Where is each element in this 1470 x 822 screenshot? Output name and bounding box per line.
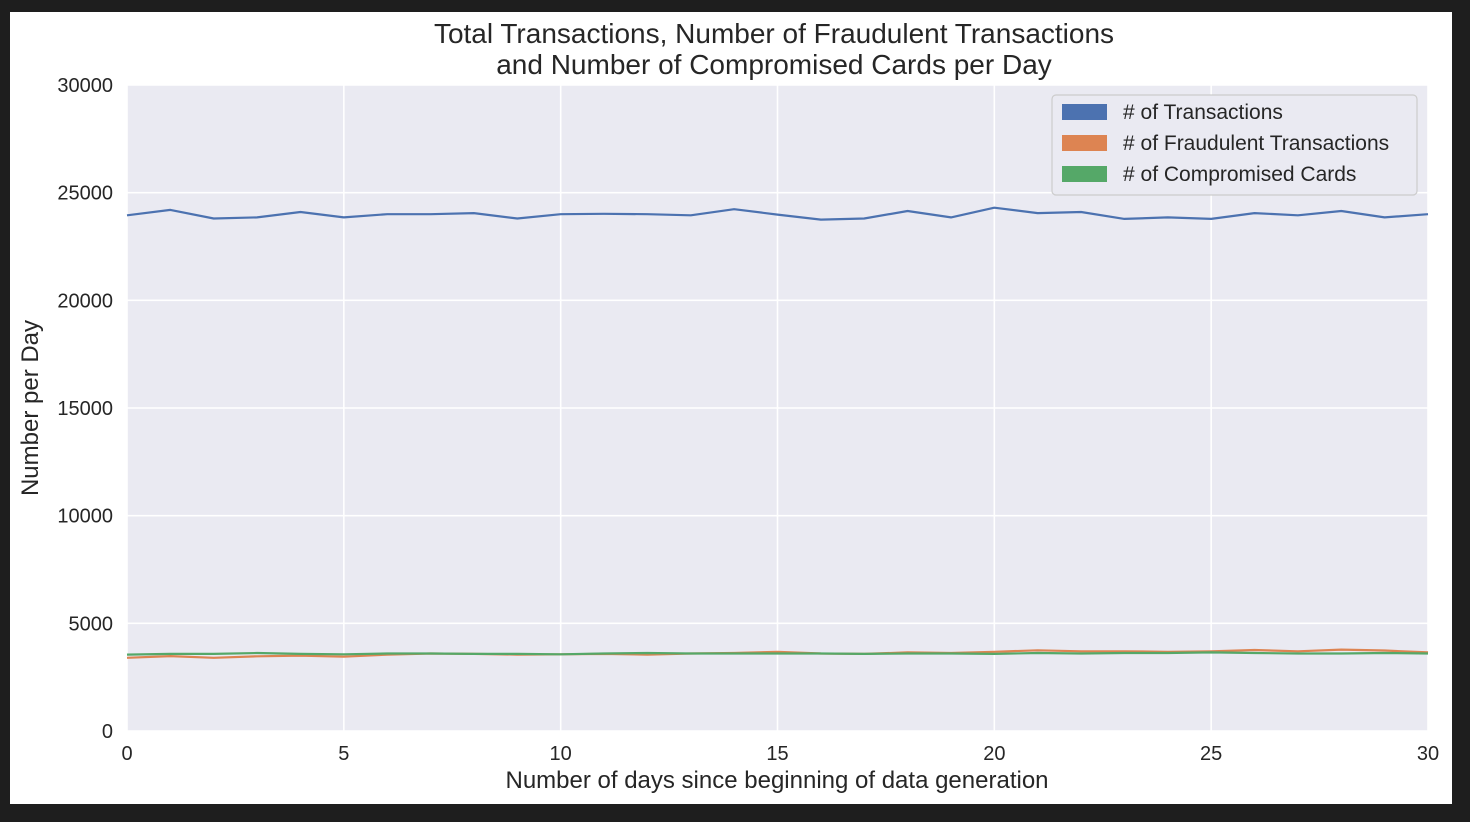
y-tick-label: 0	[102, 721, 113, 743]
x-tick-label: 30	[1417, 743, 1439, 765]
x-tick-label: 5	[338, 743, 349, 765]
legend: # of Transactions # of Fraudulent Transac…	[1051, 94, 1418, 196]
y-tick-label: 30000	[57, 75, 113, 97]
chart-title-line-2: and Number of Compromised Cards per Day	[496, 49, 1052, 80]
series-line-2	[126, 648, 1429, 659]
y-tick-label: 15000	[57, 398, 113, 420]
x-tick-label: 25	[1200, 743, 1222, 765]
legend-box	[1051, 94, 1418, 196]
legend-label: # of Transactions	[1123, 101, 1283, 124]
legend-swatch	[1062, 166, 1107, 182]
y-tick-label: 10000	[57, 506, 113, 528]
y-tick-label: 20000	[57, 290, 113, 312]
series-line-1	[126, 206, 1429, 221]
legend-label: # of Fraudulent Transactions	[1123, 132, 1389, 155]
x-tick-label: 10	[550, 743, 572, 765]
x-tick-label: 15	[766, 743, 788, 765]
y-tick-labels: 0 5000 10000 15000 20000 25000 30000	[57, 75, 113, 743]
x-tick-label: 20	[983, 743, 1005, 765]
series-line-3	[126, 651, 1429, 656]
legend-swatch	[1062, 104, 1107, 120]
legend-swatch	[1062, 135, 1107, 151]
chart-title-line-1: Total Transactions, Number of Fraudulent…	[434, 18, 1114, 49]
x-axis-label: Number of days since beginning of data g…	[505, 767, 1048, 794]
legend-label: # of Compromised Cards	[1123, 163, 1356, 186]
figure: 0 5 10 15 20 25 30 0 5000 10000 15000 20000 25000 30…	[10, 12, 1452, 804]
x-tick-labels: 0 5 10 15 20 25 30	[121, 743, 1439, 765]
grid-lines	[126, 84, 1429, 732]
y-axis-label: Number per Day	[17, 320, 44, 496]
x-tick-label: 0	[121, 743, 132, 765]
y-tick-label: 5000	[69, 613, 114, 635]
y-tick-label: 25000	[57, 183, 113, 205]
line-chart: 0 5 10 15 20 25 30 0 5000 10000 15000 20000 25000 30…	[17, 18, 1439, 794]
series-layer	[126, 206, 1429, 659]
